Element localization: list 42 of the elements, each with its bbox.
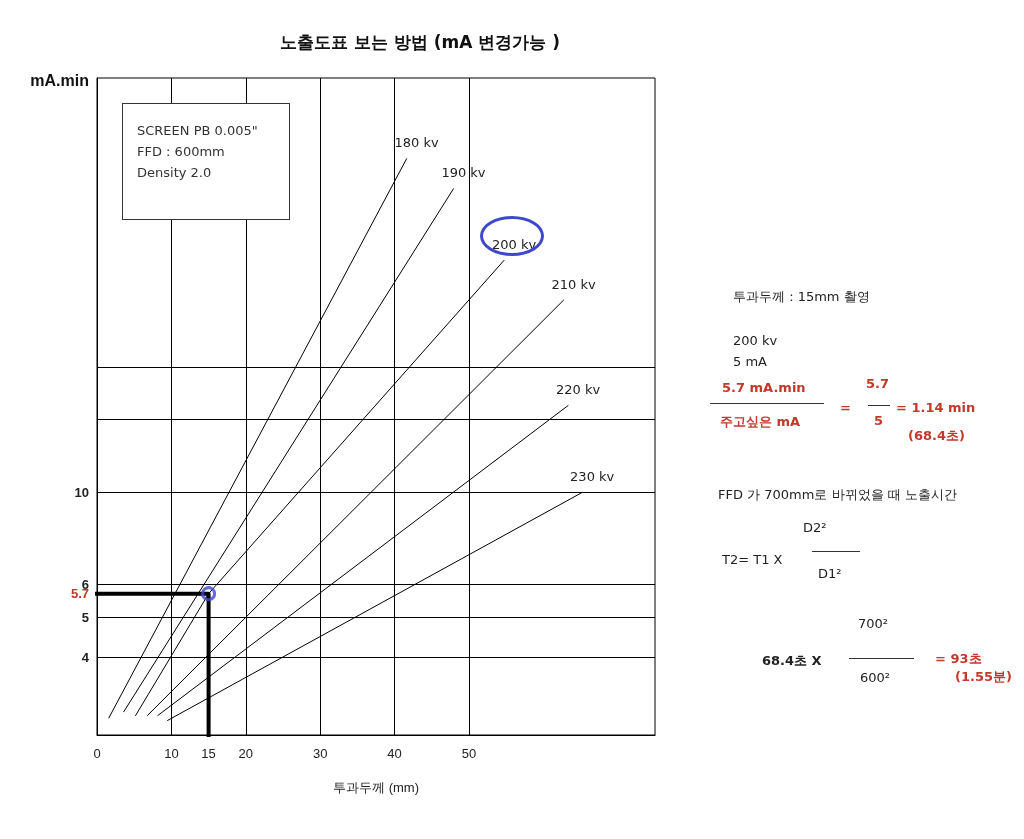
text: (1.55분) bbox=[955, 668, 1012, 686]
y-tick-label: 10 bbox=[74, 485, 89, 500]
text: 700² bbox=[858, 616, 889, 631]
annotation: Density 2.0 bbox=[137, 164, 213, 182]
text: 5 mA bbox=[733, 354, 767, 369]
text: FFD 가 700mm로 바뀌었을 때 노출시간 bbox=[718, 486, 957, 504]
x-tick-label: 0 bbox=[93, 746, 101, 761]
y-tick-label: 5 bbox=[81, 609, 89, 625]
text: D1² bbox=[818, 566, 842, 581]
text: = 1.14 min bbox=[896, 400, 976, 415]
text: = bbox=[840, 400, 851, 415]
series-label: 230 kv bbox=[570, 469, 615, 484]
text: 주고싶은 mA bbox=[720, 413, 801, 431]
text: 68.4초 X bbox=[762, 652, 822, 670]
text: 600² bbox=[860, 670, 891, 685]
annotation: FFD : 600mm bbox=[137, 143, 226, 161]
text: 5.7 mA.min bbox=[722, 380, 806, 395]
series-label: 200 kv bbox=[491, 236, 537, 252]
x-tick-label: 15 bbox=[201, 746, 216, 761]
text: = 93초 bbox=[935, 650, 982, 668]
x-tick-label: 20 bbox=[238, 746, 254, 761]
annotation: SCREEN PB 0.005" bbox=[137, 122, 259, 140]
text: T2= T1 X bbox=[722, 552, 783, 567]
series-label: 190 kv bbox=[441, 165, 486, 181]
text: 200 kv bbox=[733, 333, 778, 348]
series-label: 210 kv bbox=[551, 276, 596, 292]
text: (68.4초) bbox=[908, 427, 965, 445]
text: 투과두께 : 15mm 촬영 bbox=[733, 288, 870, 306]
text: D2² bbox=[803, 520, 827, 535]
x-tick-label: 10 bbox=[164, 746, 179, 761]
text-panel: SCREEN PB 0.005" FFD : 600mm Density 2.0 bbox=[122, 103, 290, 220]
series-label: 180 kv bbox=[394, 135, 439, 151]
series-label: 220 kv bbox=[555, 382, 601, 398]
x-tick-label: 50 bbox=[461, 746, 477, 761]
y-tick-label: 4 bbox=[81, 649, 90, 665]
chart-title: 노출도표 보는 방법 (mA 변경가능 ) bbox=[279, 31, 561, 52]
x-tick-label: 30 bbox=[312, 746, 328, 761]
x-tick-label: 40 bbox=[387, 746, 402, 761]
text: 5.7 bbox=[866, 376, 890, 391]
y-axis-title: mA.min bbox=[30, 71, 89, 89]
text: 5 bbox=[874, 413, 884, 428]
x-axis-title: 투과두께 (mm) bbox=[333, 780, 419, 795]
